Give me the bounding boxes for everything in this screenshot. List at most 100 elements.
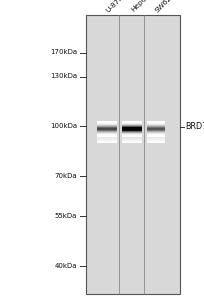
Bar (147, 123, 165, 124)
Bar (97, 125, 117, 126)
Text: BRD7: BRD7 (185, 122, 204, 131)
Bar (122, 132, 142, 133)
Bar (147, 130, 165, 131)
Bar (97, 121, 117, 122)
Bar (147, 128, 165, 129)
Bar (147, 129, 165, 130)
Bar (97, 131, 117, 132)
Bar (147, 140, 165, 141)
Bar (122, 136, 142, 137)
Bar (122, 134, 142, 135)
Bar (97, 124, 117, 125)
Bar (147, 122, 165, 123)
Bar (97, 124, 117, 125)
Bar (147, 126, 165, 127)
Bar (147, 130, 165, 131)
Bar (97, 134, 117, 135)
Bar (97, 130, 117, 131)
Bar (147, 121, 165, 122)
Bar (97, 128, 117, 129)
Bar (97, 126, 117, 127)
Bar (97, 130, 117, 131)
Bar (97, 126, 117, 127)
Bar (97, 136, 117, 137)
Bar (147, 139, 165, 140)
Bar (147, 136, 165, 137)
Bar (97, 140, 117, 141)
Bar (122, 123, 142, 124)
Bar (97, 139, 117, 140)
Text: 100kDa: 100kDa (50, 123, 77, 129)
Bar (97, 133, 117, 134)
Bar (147, 124, 165, 125)
Text: 130kDa: 130kDa (50, 74, 77, 80)
Bar (147, 126, 165, 127)
Bar (97, 134, 117, 135)
Bar (97, 142, 117, 143)
Bar (147, 134, 165, 135)
Bar (97, 136, 117, 137)
Bar (97, 132, 117, 133)
Bar (122, 131, 142, 132)
Bar (122, 124, 142, 125)
Bar (97, 122, 117, 123)
Bar (122, 129, 142, 130)
Bar (122, 122, 142, 123)
Bar (122, 121, 142, 122)
Bar (147, 133, 165, 134)
Bar (97, 136, 117, 137)
Bar (97, 128, 117, 129)
Bar (147, 125, 165, 126)
Bar (122, 124, 142, 125)
Bar (97, 132, 117, 133)
Text: 170kDa: 170kDa (50, 50, 77, 56)
Bar (147, 138, 165, 139)
Bar (122, 140, 142, 141)
Bar (147, 122, 165, 123)
Text: HepG2: HepG2 (130, 0, 151, 14)
Bar (97, 122, 117, 123)
Bar (147, 136, 165, 137)
Bar (122, 126, 142, 127)
Bar (97, 138, 117, 139)
Bar (122, 136, 142, 137)
Bar (122, 125, 142, 126)
Bar (147, 131, 165, 132)
Bar (147, 124, 165, 125)
Bar (122, 131, 142, 132)
Bar (122, 141, 142, 142)
Bar (122, 121, 142, 122)
Bar (122, 134, 142, 135)
Bar (97, 135, 117, 136)
Bar (122, 128, 142, 129)
Bar (122, 132, 142, 133)
Bar (122, 138, 142, 139)
Bar (122, 126, 142, 127)
Bar (147, 136, 165, 137)
Bar (122, 127, 142, 128)
Text: 70kDa: 70kDa (54, 172, 77, 178)
Bar (97, 129, 117, 130)
Bar (97, 121, 117, 122)
Bar (147, 135, 165, 136)
Text: 55kDa: 55kDa (55, 213, 77, 219)
Bar (122, 139, 142, 140)
Bar (86, 15, 180, 294)
Bar (147, 137, 165, 138)
Text: 40kDa: 40kDa (55, 262, 77, 268)
Bar (97, 141, 117, 142)
Bar (122, 122, 142, 123)
Bar (147, 125, 165, 126)
Bar (97, 123, 117, 124)
Text: U-87MG: U-87MG (105, 0, 130, 14)
Bar (97, 127, 117, 128)
Bar (147, 132, 165, 133)
Bar (122, 125, 142, 126)
Text: SW620: SW620 (154, 0, 176, 14)
Bar (97, 125, 117, 126)
Bar (97, 131, 117, 132)
Bar (122, 128, 142, 129)
Bar (147, 121, 165, 122)
Bar (147, 132, 165, 133)
Bar (147, 128, 165, 129)
